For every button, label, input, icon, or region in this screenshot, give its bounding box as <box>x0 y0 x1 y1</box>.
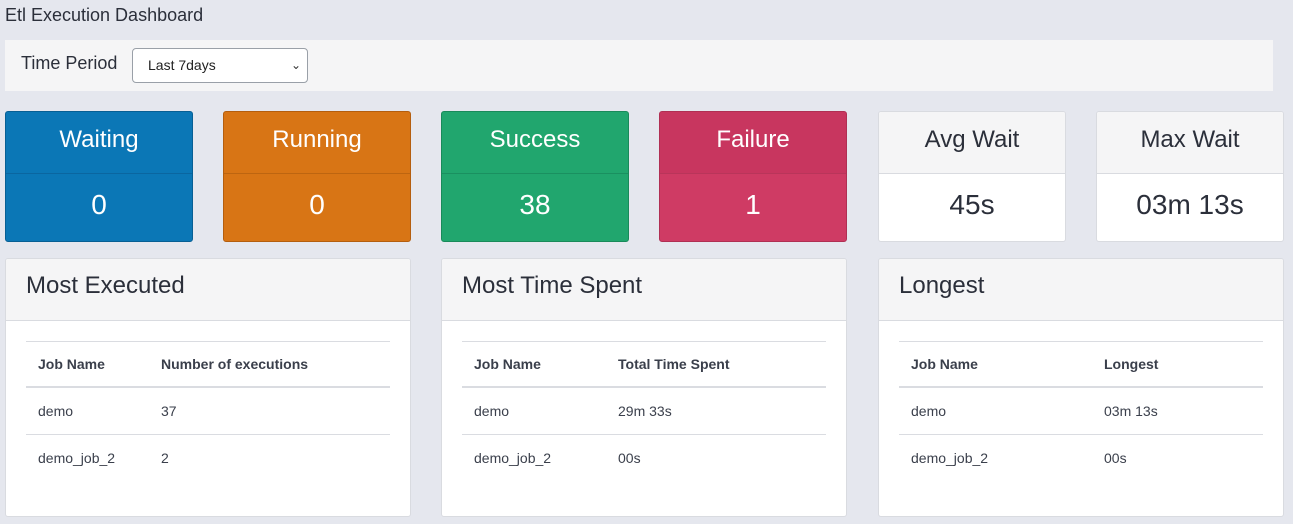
table-cell: demo <box>899 386 1092 435</box>
stat-label-waiting: Waiting <box>6 112 192 174</box>
stat-value-waiting: 0 <box>91 189 107 220</box>
stat-value-running: 0 <box>309 189 325 220</box>
most-executed-table: Job Name Number of executions demo 37 de… <box>26 341 390 481</box>
column-header: Job Name <box>899 341 1092 388</box>
stat-label-running: Running <box>224 112 410 174</box>
time-period-value: Last 7days <box>148 57 216 73</box>
table-cell: demo_job_2 <box>38 449 116 466</box>
table-cell: demo <box>26 386 149 435</box>
stat-value-failure: 1 <box>745 189 761 220</box>
panel-longest: Longest Job Name Longest demo 03m 13s de… <box>878 258 1284 517</box>
stat-card-max-wait: Max Wait 03m 13s <box>1096 111 1284 242</box>
page-title: Etl Execution Dashboard <box>5 5 204 25</box>
table-cell: 03m 13s <box>1092 386 1263 435</box>
table-row: demo_job_2 00s <box>462 434 826 481</box>
table-cell: demo <box>462 386 606 435</box>
table-cell: demo_job_2 <box>911 449 989 466</box>
stat-value-max-wait: 03m 13s <box>1136 189 1244 220</box>
table-cell: 37 <box>149 386 390 435</box>
longest-table: Job Name Longest demo 03m 13s demo_job_2… <box>899 341 1263 481</box>
time-period-select[interactable]: Last 7days ⌄ <box>132 48 308 83</box>
time-period-label: Time Period <box>21 53 118 73</box>
panel-title: Longest <box>879 259 1283 321</box>
table-row: demo_job_2 2 <box>26 434 390 481</box>
table-header-row: Job Name Total Time Spent <box>462 341 826 388</box>
column-header: Number of executions <box>149 341 390 388</box>
panel-most-time-spent: Most Time Spent Job Name Total Time Spen… <box>441 258 847 517</box>
table-row: demo 03m 13s <box>899 386 1263 435</box>
column-header: Longest <box>1092 341 1263 388</box>
panel-title: Most Time Spent <box>442 259 846 321</box>
column-header: Total Time Spent <box>606 341 826 388</box>
stat-label-max-wait: Max Wait <box>1097 112 1283 174</box>
stat-card-success: Success 38 <box>441 111 629 242</box>
stat-card-running: Running 0 <box>223 111 411 242</box>
stat-value-avg-wait: 45s <box>949 189 995 220</box>
stat-card-failure: Failure 1 <box>659 111 847 242</box>
table-cell: 29m 33s <box>606 386 826 435</box>
stat-card-avg-wait: Avg Wait 45s <box>878 111 1066 242</box>
most-time-spent-table: Job Name Total Time Spent demo 29m 33s d… <box>462 341 826 481</box>
stat-value-success: 38 <box>519 189 551 220</box>
table-cell: demo_job_2 <box>474 449 552 466</box>
table-row: demo 29m 33s <box>462 386 826 435</box>
column-header: Job Name <box>462 341 606 388</box>
panel-title: Most Executed <box>6 259 410 321</box>
table-cell: 2 <box>161 449 169 466</box>
column-header: Job Name <box>26 341 149 388</box>
table-header-row: Job Name Longest <box>899 341 1263 388</box>
table-row: demo_job_2 00s <box>899 434 1263 481</box>
stat-card-waiting: Waiting 0 <box>5 111 193 242</box>
table-header-row: Job Name Number of executions <box>26 341 390 388</box>
stat-label-failure: Failure <box>660 112 846 174</box>
filter-bar: Time Period Last 7days ⌄ <box>5 40 1273 91</box>
stat-label-success: Success <box>442 112 628 174</box>
stat-label-avg-wait: Avg Wait <box>879 112 1065 174</box>
chevron-down-icon: ⌄ <box>290 58 301 72</box>
panel-most-executed: Most Executed Job Name Number of executi… <box>5 258 411 517</box>
table-cell: 00s <box>618 449 641 466</box>
table-row: demo 37 <box>26 386 390 435</box>
table-cell: 00s <box>1104 449 1127 466</box>
